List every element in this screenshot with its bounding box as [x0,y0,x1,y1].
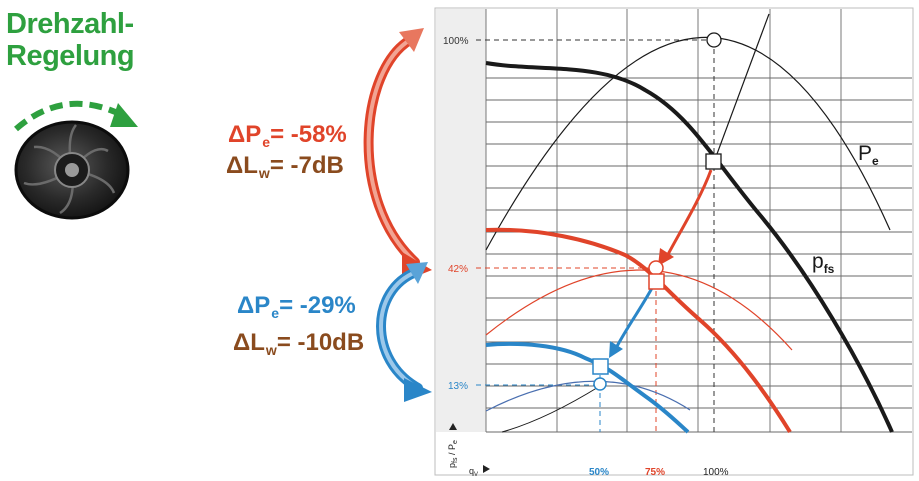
y-label-column [436,9,486,432]
title-line-2: Regelung [6,40,135,72]
system-line-lower [501,385,601,433]
curve-label-pe: Pe [858,142,879,168]
stat-power-blue: ΔPe= -29% [237,292,356,321]
max-point-100 [706,32,722,48]
operating-point-100 [705,153,722,170]
svg-text:pfs / Pe: pfs / Pe [447,440,459,468]
stat-noise-blue: ΔLw= -10dB [233,329,365,358]
curve-label-pfs: pfs [812,250,835,276]
x-axis-title: qV [469,465,490,478]
reference-lines [476,39,715,432]
x-label-75: 75% [645,467,665,478]
x-label-row [486,432,912,474]
y-label-100: 100% [443,36,469,47]
x-label-100: 100% [703,467,729,478]
arrow-operating-red [658,169,713,266]
arrow-operating-blue [609,287,654,358]
y-axis-title: pfs / Pe [447,423,459,468]
y-label-42: 42% [448,264,468,275]
rotation-arrow-icon [14,100,138,132]
power-curve-100 [485,36,891,251]
max-point-50 [593,377,607,391]
system-curve [713,13,770,163]
stat-power-red: ΔPe= -58% [228,121,347,150]
arrow-blue-connector [376,262,432,402]
operating-point-50 [592,358,609,375]
y-label-13: 13% [448,381,468,392]
x-label-50: 50% [589,467,609,478]
max-point-75 [648,260,664,276]
operating-point-75 [648,273,665,290]
stat-noise-red: ΔLw= -7dB [226,152,344,181]
svg-text:qV: qV [469,466,478,478]
title-line-1: Drehzahl- [6,8,134,40]
fan-icon [14,100,138,220]
